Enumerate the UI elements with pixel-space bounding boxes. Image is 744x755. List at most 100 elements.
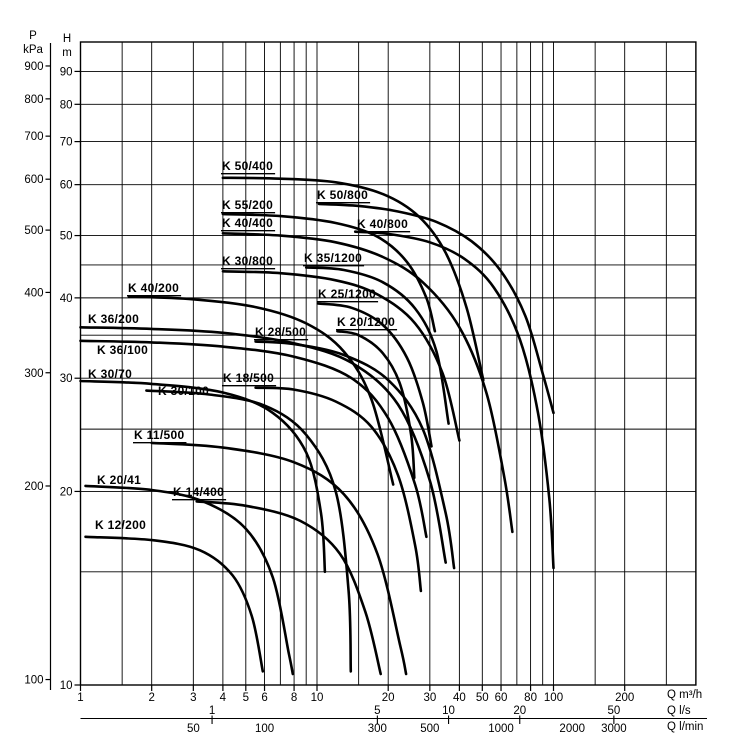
- flow-m3h-tick-label: 8: [291, 692, 297, 704]
- curve-label-K-25-1200: K 25/1200: [318, 287, 376, 301]
- flow-m3h-axis: 1 2 3 4 5 6 8 10 20 30 40 50 60 80 100 200: [77, 685, 634, 704]
- curve-labels: K 50/400 K 50/800 K 55/200 K 40/400 K 40/800…: [88, 159, 411, 532]
- curve-label-K-36-200: K 36/200: [88, 312, 139, 326]
- head-tick-label: 50: [60, 231, 73, 243]
- flow-lmin-tick-label: 300: [368, 723, 387, 735]
- pressure-axis-symbol: P: [29, 30, 37, 42]
- head-axis-unit: m: [62, 47, 72, 59]
- curve-label-K-40-400: K 40/400: [222, 216, 273, 230]
- head-axis: 90 80 70 60 50 40 30 20 10: [60, 66, 81, 692]
- pressure-tick-label: 500: [24, 225, 43, 237]
- curve-label-K-20-41: K 20/41: [97, 473, 141, 487]
- pressure-tick-label: 600: [24, 174, 43, 186]
- pressure-tick-label: 800: [24, 94, 43, 106]
- curve-K-36-200: [79, 326, 447, 564]
- flow-m3h-tick-label: 2: [148, 692, 154, 704]
- flow-secondary-axis: 1 5 10 20 50 50 100 300 500 1000 2000 3000: [80, 705, 707, 735]
- head-tick-label: 60: [60, 180, 73, 192]
- curve-label-K-40-200: K 40/200: [128, 281, 179, 295]
- curve-label-K-50-400: K 50/400: [222, 159, 273, 173]
- pressure-axis-unit: kPa: [23, 44, 43, 56]
- pressure-tick-label: 200: [24, 481, 43, 493]
- head-axis-title: H m: [53, 32, 81, 60]
- curve-K-36-100: [79, 339, 428, 539]
- pressure-tick-label: 100: [24, 675, 43, 687]
- head-tick-label: 70: [60, 137, 73, 149]
- flow-m3h-tick-label: 5: [243, 692, 249, 704]
- flow-lmin-tick-label: 100: [255, 723, 274, 735]
- flow-m3h-tick-label: 40: [453, 692, 466, 704]
- curve-K-11-500: [150, 441, 408, 676]
- curve-K-30-70: [79, 379, 327, 574]
- pressure-tick-label: 400: [24, 287, 43, 299]
- pressure-tick-label: 300: [24, 368, 43, 380]
- curve-K-30-100: [145, 389, 353, 673]
- curve-label-K-28-500: K 28/500: [255, 325, 306, 339]
- curve-label-K-35-1200: K 35/1200: [304, 251, 362, 265]
- head-tick-label: 80: [60, 99, 73, 111]
- curve-K-40-200: [127, 295, 395, 486]
- curve-K-20-1200: [336, 329, 416, 480]
- curve-K-18-500: [254, 386, 423, 593]
- curve-K-28-500: [254, 340, 456, 570]
- curve-label-K-20-1200: K 20/1200: [337, 315, 395, 329]
- curve-label-K-14-400: K 14/400: [173, 485, 224, 499]
- head-tick-label: 90: [60, 66, 73, 78]
- flow-lmin-axis-title: Q l/min: [667, 721, 704, 733]
- head-tick-label: 10: [60, 680, 73, 692]
- curve-K-30-800: [221, 270, 461, 442]
- flow-lmin-tick-label: 500: [420, 723, 439, 735]
- curve-label-K-12-200: K 12/200: [95, 518, 146, 532]
- curve-label-K-30-800: K 30/800: [222, 254, 273, 268]
- curve-K-35-1200: [304, 266, 450, 425]
- curve-K-55-200: [221, 212, 437, 333]
- flow-m3h-tick-label: 10: [311, 692, 324, 704]
- curve-label-K-30-70: K 30/70: [88, 367, 132, 381]
- flow-m3h-tick-label: 100: [544, 692, 563, 704]
- flow-ls-axis-title: Q l/s: [667, 705, 691, 717]
- flow-lmin-tick-label: 1000: [488, 723, 514, 735]
- curve-K-25-1200: [316, 302, 433, 448]
- curve-K-14-400: [195, 500, 382, 676]
- curve-label-K-50-800: K 50/800: [317, 188, 368, 202]
- flow-ls-tick-label: 10: [442, 705, 455, 717]
- head-axis-symbol: H: [62, 33, 72, 45]
- flow-m3h-tick-label: 30: [423, 692, 436, 704]
- flow-m3h-tick-label: 4: [220, 692, 227, 704]
- pressure-axis-title: P kPa: [18, 29, 48, 57]
- pump-curves: [79, 176, 555, 676]
- pressure-axis: 900 800 700 600 500 400 300 200 100: [24, 43, 52, 690]
- curve-label-K-30-100: K 30/100: [158, 384, 209, 398]
- flow-lmin-tick-label: 50: [187, 723, 200, 735]
- flow-ls-tick-label: 1: [209, 705, 215, 717]
- head-tick-label: 40: [60, 293, 73, 305]
- flow-ls-tick-label: 5: [374, 705, 380, 717]
- head-tick-label: 30: [60, 373, 73, 385]
- curve-K-12-200: [84, 535, 265, 673]
- curve-label-K-36-100: K 36/100: [97, 343, 148, 357]
- curve-K-40-400: [221, 232, 514, 534]
- flow-lmin-tick-label: 2000: [559, 723, 585, 735]
- flow-m3h-tick-label: 3: [190, 692, 196, 704]
- curve-label-K-55-200: K 55/200: [222, 198, 273, 212]
- pressure-tick-label: 900: [24, 61, 43, 73]
- curve-K-50-400: [221, 176, 485, 382]
- flow-ls-tick-label: 20: [513, 705, 526, 717]
- flow-m3h-tick-label: 6: [261, 692, 267, 704]
- flow-m3h-tick-label: 60: [495, 692, 508, 704]
- flow-m3h-axis-title: Q m³/h: [667, 689, 703, 701]
- curve-K-50-800: [317, 202, 555, 415]
- curve-label-K-11-500: K 11/500: [134, 428, 184, 442]
- head-tick-label: 20: [60, 486, 73, 498]
- flow-m3h-tick-label: 20: [382, 692, 395, 704]
- curve-label-K-40-800: K 40/800: [357, 217, 408, 231]
- curve-label-K-18-500: K 18/500: [223, 371, 274, 385]
- curve-K-20-41: [84, 484, 295, 676]
- flow-ls-tick-label: 50: [607, 705, 620, 717]
- flow-lmin-tick-label: 3000: [601, 723, 627, 735]
- flow-m3h-tick-label: 50: [476, 692, 489, 704]
- flow-m3h-tick-label: 80: [524, 692, 537, 704]
- flow-m3h-tick-label: 1: [77, 692, 83, 704]
